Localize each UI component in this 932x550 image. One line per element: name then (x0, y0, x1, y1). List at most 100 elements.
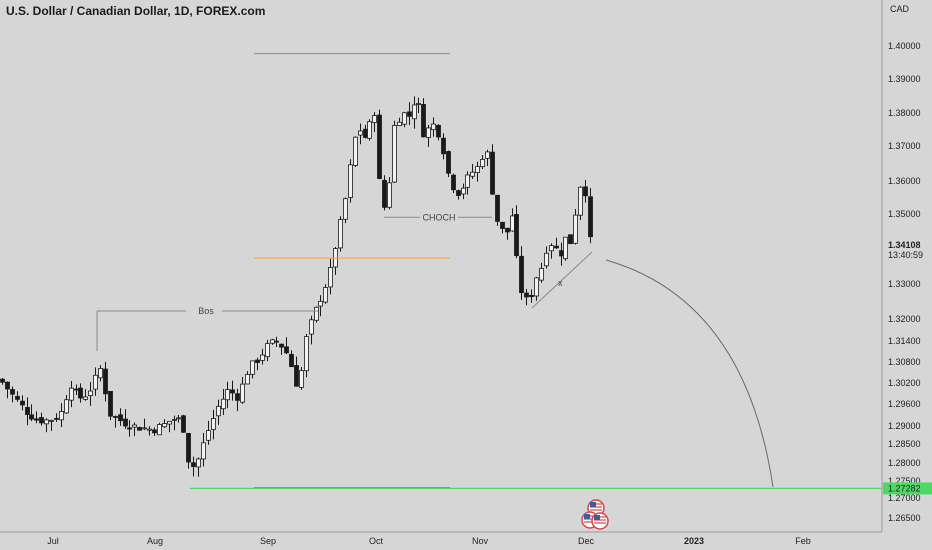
y-tick-label: 1.40000 (888, 41, 921, 51)
candle (353, 136, 358, 167)
candle (39, 412, 44, 426)
green-level-badge: 1.27282 (883, 482, 932, 495)
bos-label: Bos (198, 306, 214, 316)
candle (260, 348, 265, 365)
candle (211, 409, 216, 440)
candle (74, 384, 79, 396)
candle (588, 188, 593, 244)
candle (392, 120, 397, 184)
candle (387, 177, 392, 210)
us-flag-event-icon[interactable] (587, 499, 605, 517)
y-tick-label: 1.38000 (888, 108, 921, 118)
candle (157, 422, 162, 436)
x-tick-label: Jul (47, 536, 59, 546)
candle (519, 246, 524, 300)
candle (333, 247, 338, 275)
candle (524, 289, 529, 306)
projection-arc[interactable] (605, 259, 774, 488)
candle (578, 186, 583, 221)
trendline[interactable] (531, 251, 593, 309)
candle (225, 381, 230, 409)
candle (412, 96, 417, 129)
candle (142, 418, 147, 431)
candle (436, 124, 441, 141)
candle (54, 413, 59, 422)
green-level-value: 1.27282 (888, 483, 921, 493)
candle (549, 243, 554, 259)
candle (490, 144, 495, 195)
countdown-timer: 13:40:59 (888, 250, 923, 260)
candle (583, 179, 588, 203)
candle (216, 399, 221, 425)
candle (284, 337, 289, 354)
candle (304, 334, 309, 378)
candle (98, 365, 103, 382)
y-tick-label: 1.35000 (888, 209, 921, 219)
x-tick-label: Dec (578, 536, 595, 546)
y-tick-label: 1.28500 (888, 439, 921, 449)
candle (25, 397, 30, 426)
candle (230, 380, 235, 401)
candle (191, 456, 196, 477)
y-tick-label: 1.32000 (888, 314, 921, 324)
candle (270, 338, 275, 345)
candle (147, 426, 152, 436)
candle (59, 403, 64, 427)
x-tick-label: Nov (472, 536, 489, 546)
x-tick-label: Sep (260, 536, 276, 546)
candle (323, 284, 328, 304)
candle (103, 361, 108, 402)
candle (172, 415, 177, 431)
candle (196, 457, 201, 477)
y-tick-label: 1.30200 (888, 378, 921, 388)
candle (500, 221, 505, 234)
candle (118, 408, 123, 426)
y-tick-label: 1.29600 (888, 399, 921, 409)
candle (201, 433, 206, 467)
candle (274, 336, 279, 348)
candle (186, 432, 191, 469)
us-flag-event-icon[interactable] (591, 512, 609, 530)
candle (221, 388, 226, 415)
candle (348, 159, 353, 203)
candle (529, 289, 534, 303)
x-tick-label: Feb (795, 536, 811, 546)
candle (343, 197, 348, 224)
candle (83, 389, 88, 401)
candle (181, 414, 186, 434)
candle (34, 411, 39, 424)
candle (573, 209, 578, 245)
candle (461, 183, 466, 200)
candle (123, 409, 128, 429)
candle (534, 276, 539, 301)
candle (309, 315, 314, 345)
candle (397, 117, 402, 126)
candle (5, 381, 10, 399)
candle (314, 306, 319, 323)
candle (358, 123, 363, 145)
candle (15, 391, 20, 402)
y-tick-label: 1.31400 (888, 336, 921, 346)
candle (235, 388, 240, 412)
candle (470, 164, 475, 179)
candle (0, 377, 5, 385)
candle (568, 234, 573, 245)
choch-label: CHOCH (423, 212, 456, 222)
candle (539, 262, 544, 283)
candle (88, 382, 93, 406)
currency-label: CAD (890, 4, 910, 14)
candle (465, 171, 470, 195)
candle (407, 102, 412, 125)
candle (318, 295, 323, 317)
candle (505, 227, 510, 240)
y-tick-label: 1.28000 (888, 458, 921, 468)
candle (456, 189, 461, 200)
candle (78, 383, 83, 403)
candle (328, 258, 333, 295)
candle (363, 124, 368, 139)
candle (299, 367, 304, 390)
candle (265, 339, 270, 362)
